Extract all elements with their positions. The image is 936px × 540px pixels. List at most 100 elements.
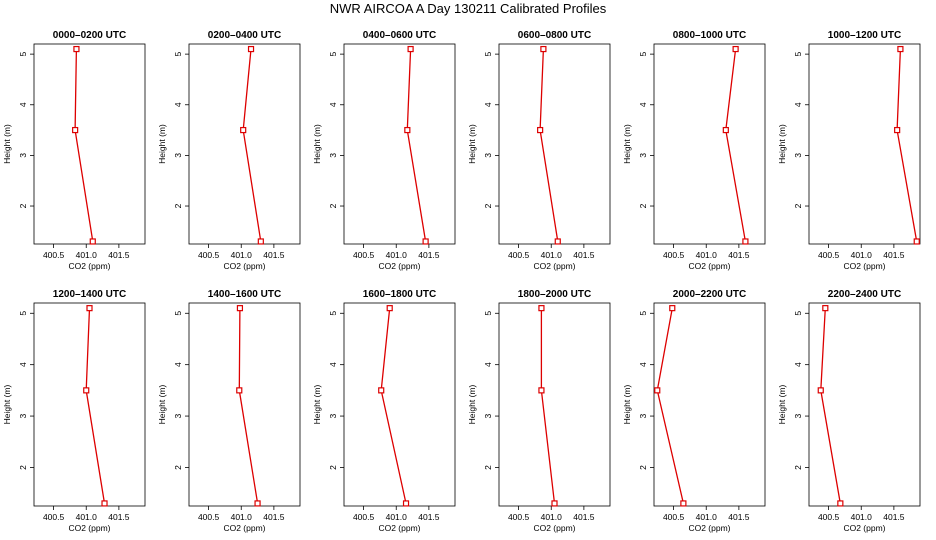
y-tick-label: 4 [793,102,803,107]
x-tick-label: 401.5 [263,250,285,260]
y-tick-label: 4 [638,362,648,367]
data-point [894,126,901,134]
y-tick-label: 5 [638,311,648,316]
x-tick-label: 401.5 [883,250,905,260]
x-axis-label: CO2 (ppm) [223,523,265,533]
y-tick-label: 5 [483,51,493,56]
data-point [837,500,844,507]
y-tick-label: 4 [173,362,183,367]
x-tick-label: 400.5 [353,250,375,260]
y-axis-label: Height (m) [622,385,632,425]
data-point [537,126,544,134]
data-point [73,45,80,53]
x-axis-label: CO2 (ppm) [688,261,730,271]
y-tick-label: 3 [328,413,338,418]
x-tick-label: 401.0 [541,250,563,260]
y-tick-label: 4 [793,362,803,367]
panel-title: 1800–2000 UTC [518,289,591,300]
y-axis-label: Height (m) [467,124,477,164]
x-tick-label: 400.5 [508,512,530,522]
y-axis-label: Height (m) [312,385,322,425]
y-axis-label: Height (m) [777,124,787,164]
x-tick-label: 400.5 [353,512,375,522]
plot-frame [343,43,456,245]
x-axis-label: CO2 (ppm) [378,523,420,533]
x-tick-label: 401.5 [418,250,440,260]
panel-title: 0000–0200 UTC [53,30,126,41]
y-tick-label: 5 [328,51,338,56]
y-axis-label: Height (m) [2,124,12,164]
data-point [404,126,411,134]
y-tick-label: 2 [18,465,28,470]
panel-title: 1000–1200 UTC [828,30,901,41]
data-point [822,305,829,312]
data-point [551,500,558,507]
data-point [897,45,904,53]
y-tick-label: 3 [483,413,493,418]
x-tick-label: 401.0 [851,512,873,522]
y-tick-label: 4 [638,102,648,107]
data-point [669,305,676,312]
y-tick-label: 4 [328,102,338,107]
data-point [732,45,739,53]
profile-line [406,49,427,242]
y-tick-label: 2 [638,465,648,470]
x-tick-label: 400.5 [663,512,685,522]
x-tick-label: 400.5 [818,250,840,260]
plot-frame [498,43,611,245]
y-tick-label: 5 [793,51,803,56]
data-point [83,387,90,394]
x-tick-label: 401.0 [76,512,98,522]
data-point [422,238,429,245]
panel-title: 2000–2200 UTC [673,289,746,300]
x-tick-label: 401.5 [883,512,905,522]
chart-title: NWR AIRCOA A Day 130211 Calibrated Profi… [329,1,607,16]
plot-frame [33,302,146,507]
y-tick-label: 4 [18,362,28,367]
data-point [236,387,243,394]
x-tick-label: 401.5 [573,512,595,522]
y-tick-label: 3 [328,153,338,158]
x-tick-label: 400.5 [198,250,220,260]
y-tick-label: 4 [328,362,338,367]
x-tick-label: 400.5 [43,512,65,522]
data-point [240,126,247,134]
x-axis-label: CO2 (ppm) [68,523,110,533]
data-point [407,45,414,53]
y-tick-label: 2 [793,203,803,208]
profile-line [74,49,94,242]
profile-line [539,49,559,242]
data-point [89,238,96,245]
y-tick-label: 5 [18,51,28,56]
profile-line [725,49,747,242]
x-tick-label: 401.0 [386,250,408,260]
y-tick-label: 2 [328,465,338,470]
data-point [257,238,264,245]
plot-frame [653,43,766,245]
panel-title: 0200–0400 UTC [208,30,281,41]
y-axis-label: Height (m) [467,385,477,425]
profile-line [656,307,685,504]
y-tick-label: 5 [793,311,803,316]
data-point [817,387,824,394]
data-point [386,305,393,312]
plot-frame [808,43,921,245]
y-tick-label: 3 [18,413,28,418]
data-point [254,500,261,507]
profile-line [896,49,918,242]
y-tick-label: 3 [483,153,493,158]
x-tick-label: 401.5 [108,250,130,260]
y-tick-label: 3 [638,413,648,418]
data-point [538,305,545,312]
y-axis-label: Height (m) [157,385,167,425]
x-tick-label: 401.0 [851,250,873,260]
y-axis-label: Height (m) [622,124,632,164]
